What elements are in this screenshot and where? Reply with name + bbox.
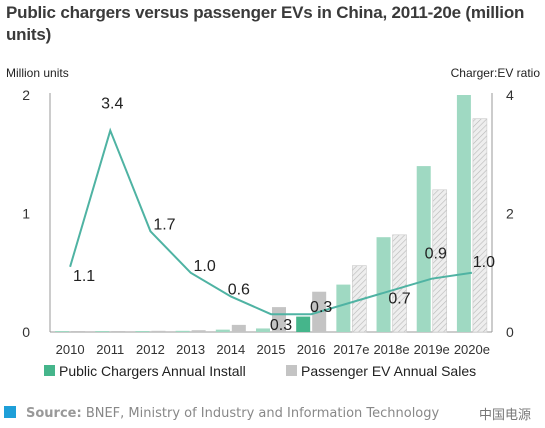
source-label: Source: — [26, 406, 82, 421]
bar-passenger-ev-2020e — [472, 118, 488, 333]
bar-public-chargers-2015 — [256, 328, 270, 332]
bar-passenger-ev-2014 — [231, 324, 246, 332]
x-tick-label: 2014 — [216, 342, 245, 357]
right-tick-label: 4 — [506, 87, 514, 103]
left-tick-label: 2 — [22, 87, 30, 103]
ratio-data-label: 0.3 — [270, 317, 292, 334]
x-tick-label: 2011 — [96, 342, 124, 357]
x-tick-label: 2015 — [257, 342, 286, 357]
bar-public-chargers-2019e — [416, 166, 431, 332]
left-tick-label: 0 — [22, 324, 30, 340]
right-axis-title: Charger:EV ratio — [450, 66, 540, 80]
ratio-data-label: 0.9 — [425, 246, 447, 263]
x-tick-label: 2012 — [136, 342, 165, 357]
source-text: BNEF, Ministry of Industry and Informati… — [85, 406, 440, 421]
bar-passenger-ev-2012 — [151, 330, 166, 332]
bar-passenger-ev-2019e — [432, 189, 448, 333]
left-tick-label: 1 — [22, 206, 30, 222]
right-tick-label: 0 — [506, 324, 514, 340]
x-tick-label: 2016 — [297, 342, 326, 357]
bar-passenger-ev-2013 — [191, 330, 206, 332]
ratio-data-label: 0.6 — [228, 281, 250, 298]
chart-title: Public chargers versus passenger EVs in … — [6, 3, 525, 44]
bar-passenger-ev-2011 — [111, 331, 126, 332]
chart-plot: 0 1 2 0 2 4 2010 2011 2012 2013 2014 2015 2016 2017e 2… — [22, 87, 514, 379]
bar-public-chargers-2013 — [175, 330, 190, 332]
ratio-data-label: 0.3 — [310, 299, 332, 316]
ratio-data-label-extra: 0.7 — [388, 291, 410, 308]
bar-public-chargers-2014 — [215, 329, 230, 332]
x-tick-label: 2010 — [56, 342, 85, 357]
bar-public-chargers-2011 — [95, 331, 110, 332]
ratio-data-label: 1.0 — [194, 258, 216, 275]
x-tick-label: 2020e — [454, 342, 490, 357]
x-tick-label: 2013 — [176, 342, 205, 357]
x-tick-label: 2017e — [333, 342, 369, 357]
bar-public-chargers-2010 — [55, 331, 70, 332]
legend-label-ev: Passenger EV Annual Sales — [301, 363, 476, 379]
legend-swatch-chargers — [44, 365, 55, 376]
left-axis-title: Million units — [6, 66, 69, 80]
bar-passenger-ev-2010 — [71, 331, 86, 332]
bar-public-chargers-2016 — [296, 316, 311, 332]
source-square-icon — [4, 406, 16, 418]
x-tick-label: 2018e — [373, 342, 409, 357]
legend-swatch-ev — [286, 365, 297, 376]
x-tick-label: 2019e — [414, 342, 450, 357]
ratio-data-label: 1.7 — [153, 216, 175, 233]
bar-public-chargers-2012 — [135, 331, 150, 332]
bar-public-chargers-2020e — [456, 95, 471, 332]
bar-public-chargers-2018e — [376, 237, 391, 332]
ratio-data-label: 1.0 — [473, 254, 495, 271]
bar-public-chargers-2017e — [336, 284, 351, 332]
right-tick-label: 2 — [506, 206, 514, 222]
source-note: Source: BNEF, Ministry of Industry and I… — [4, 406, 544, 424]
ratio-data-label: 3.4 — [101, 96, 123, 113]
ratio-data-label: 1.1 — [73, 268, 95, 285]
bar-passenger-ev-2018e — [392, 234, 407, 333]
ratio-line — [69, 127, 473, 316]
watermark: 中国电源 — [478, 408, 531, 423]
legend-label-chargers: Public Chargers Annual Install — [59, 363, 246, 379]
